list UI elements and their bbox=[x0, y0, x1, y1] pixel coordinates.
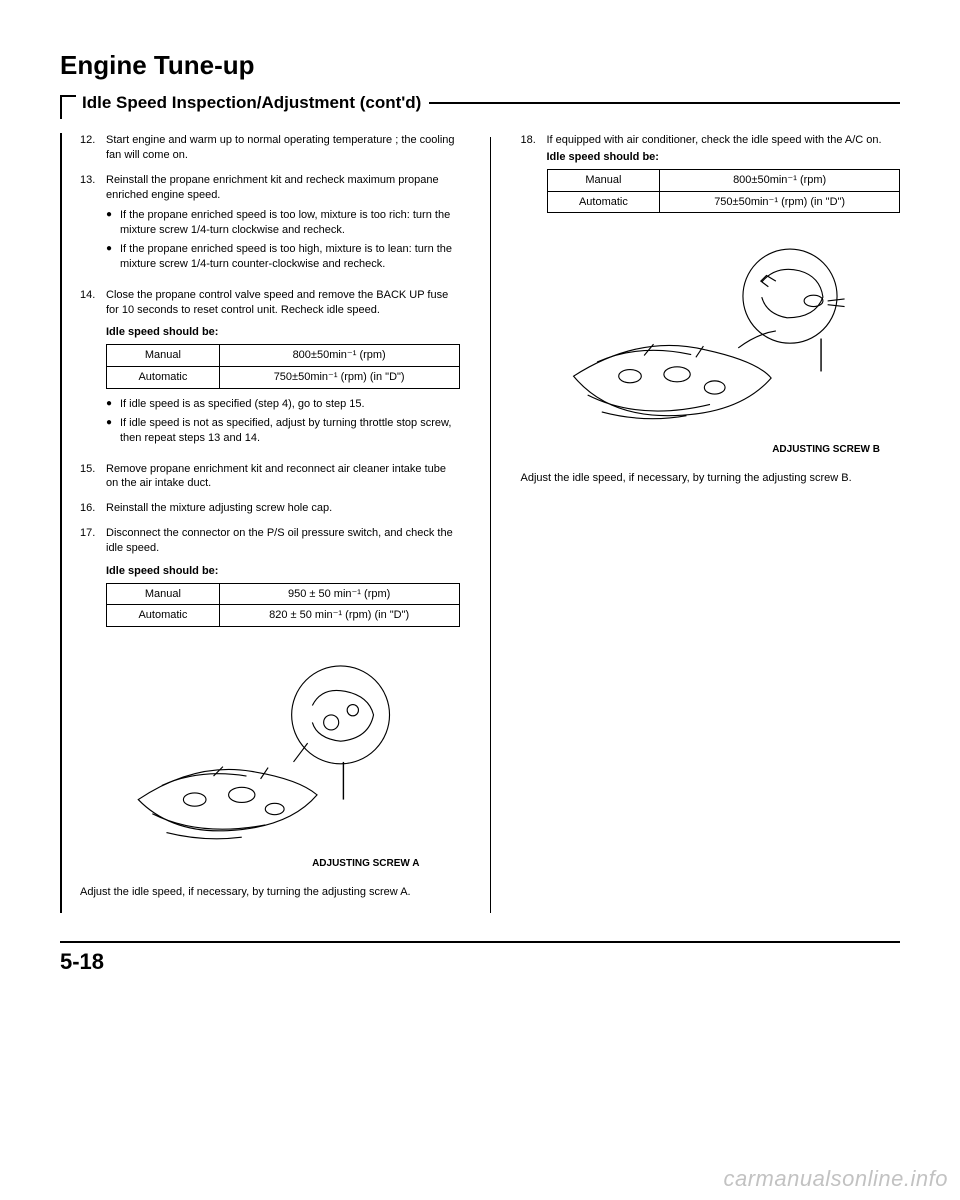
table-row: Manual 800±50min⁻¹ (rpm) bbox=[107, 345, 460, 367]
table-cell: 750±50min⁻¹ (rpm) (in "D") bbox=[660, 191, 900, 213]
footer-rule bbox=[60, 941, 900, 943]
section-rule bbox=[429, 102, 900, 104]
table-cell: 800±50min⁻¹ (rpm) bbox=[219, 345, 459, 367]
table-row: Automatic 750±50min⁻¹ (rpm) (in "D") bbox=[547, 191, 900, 213]
table-cell: Automatic bbox=[107, 605, 220, 627]
step-16: 16. Reinstall the mixture adjusting scre… bbox=[80, 501, 460, 516]
step-number: 15. bbox=[80, 462, 106, 492]
step-number: 13. bbox=[80, 173, 106, 278]
step-text-inner: Reinstall the propane enrichment kit and… bbox=[106, 174, 439, 201]
step-number: 18. bbox=[521, 133, 547, 221]
table-cell: 750±50min⁻¹ (rpm) (in "D") bbox=[219, 367, 459, 389]
carburetor-diagram-b-icon bbox=[550, 235, 870, 442]
page-number: 5-18 bbox=[60, 949, 900, 975]
step-text: Disconnect the connector on the P/S oil … bbox=[106, 526, 460, 635]
figure-caption: Adjust the idle speed, if necessary, by … bbox=[80, 885, 460, 900]
step-text: If equipped with air conditioner, check … bbox=[547, 133, 901, 221]
step-number: 14. bbox=[80, 288, 106, 452]
watermark: carmanualsonline.info bbox=[723, 1166, 948, 1192]
figure-label: ADJUSTING SCREW A bbox=[80, 857, 460, 871]
page-title: Engine Tune-up bbox=[60, 50, 900, 81]
step-text: Close the propane control valve speed an… bbox=[106, 288, 460, 452]
step-text-inner: If equipped with air conditioner, check … bbox=[547, 134, 882, 146]
table-cell: Manual bbox=[107, 345, 220, 367]
idle-speed-label: Idle speed should be: bbox=[547, 150, 901, 165]
step-text: Reinstall the mixture adjusting screw ho… bbox=[106, 501, 460, 516]
step-14: 14. Close the propane control valve spee… bbox=[80, 288, 460, 452]
idle-speed-table-3: Manual 800±50min⁻¹ (rpm) Automatic 750±5… bbox=[547, 169, 901, 214]
table-cell: Manual bbox=[547, 169, 660, 191]
step-text: Start engine and warm up to normal opera… bbox=[106, 133, 460, 163]
bullet-icon: ● bbox=[106, 208, 120, 238]
section-bracket bbox=[60, 95, 76, 119]
section-heading: Idle Speed Inspection/Adjustment (cont'd… bbox=[60, 87, 900, 119]
right-column: 18. If equipped with air conditioner, ch… bbox=[521, 133, 901, 913]
bullet-text: If idle speed is not as specified, adjus… bbox=[120, 416, 460, 446]
table-cell: Automatic bbox=[547, 191, 660, 213]
table-row: Manual 800±50min⁻¹ (rpm) bbox=[547, 169, 900, 191]
bullet-text: If the propane enriched speed is too low… bbox=[120, 208, 460, 238]
table-cell: Automatic bbox=[107, 367, 220, 389]
step-number: 16. bbox=[80, 501, 106, 516]
table-cell: Manual bbox=[107, 583, 220, 605]
content-columns: 12. Start engine and warm up to normal o… bbox=[60, 133, 900, 913]
bullet-icon: ● bbox=[106, 416, 120, 446]
table-cell: 950 ± 50 min⁻¹ (rpm) bbox=[219, 583, 459, 605]
bullet-text: If idle speed is as specified (step 4), … bbox=[120, 397, 365, 412]
bullet-item: ● If the propane enriched speed is too l… bbox=[106, 208, 460, 238]
bullet-text: If the propane enriched speed is too hig… bbox=[120, 242, 460, 272]
table-cell: 820 ± 50 min⁻¹ (rpm) (in "D") bbox=[219, 605, 459, 627]
step-text-inner: Close the propane control valve speed an… bbox=[106, 289, 448, 316]
table-row: Automatic 820 ± 50 min⁻¹ (rpm) (in "D") bbox=[107, 605, 460, 627]
section-title: Idle Speed Inspection/Adjustment (cont'd… bbox=[82, 93, 421, 113]
bullet-list: ● If idle speed is as specified (step 4)… bbox=[106, 397, 460, 446]
step-13: 13. Reinstall the propane enrichment kit… bbox=[80, 173, 460, 278]
bullet-icon: ● bbox=[106, 242, 120, 272]
step-12: 12. Start engine and warm up to normal o… bbox=[80, 133, 460, 163]
step-15: 15. Remove propane enrichment kit and re… bbox=[80, 462, 460, 492]
figure-screw-b: ADJUSTING SCREW B Adjust the idle speed,… bbox=[521, 235, 901, 485]
carburetor-diagram-a-icon bbox=[110, 649, 430, 856]
step-number: 12. bbox=[80, 133, 106, 163]
figure-caption: Adjust the idle speed, if necessary, by … bbox=[521, 471, 901, 486]
bullet-item: ● If idle speed is not as specified, adj… bbox=[106, 416, 460, 446]
figure-screw-a: ADJUSTING SCREW A Adjust the idle speed,… bbox=[80, 649, 460, 899]
table-row: Automatic 750±50min⁻¹ (rpm) (in "D") bbox=[107, 367, 460, 389]
idle-speed-table-1: Manual 800±50min⁻¹ (rpm) Automatic 750±5… bbox=[106, 344, 460, 389]
step-18: 18. If equipped with air conditioner, ch… bbox=[521, 133, 901, 221]
idle-speed-label: Idle speed should be: bbox=[106, 564, 460, 579]
table-row: Manual 950 ± 50 min⁻¹ (rpm) bbox=[107, 583, 460, 605]
table-cell: 800±50min⁻¹ (rpm) bbox=[660, 169, 900, 191]
idle-speed-table-2: Manual 950 ± 50 min⁻¹ (rpm) Automatic 82… bbox=[106, 583, 460, 628]
step-number: 17. bbox=[80, 526, 106, 635]
bullet-list: ● If the propane enriched speed is too l… bbox=[106, 208, 460, 271]
idle-speed-label: Idle speed should be: bbox=[106, 325, 460, 340]
step-text: Reinstall the propane enrichment kit and… bbox=[106, 173, 460, 278]
left-column: 12. Start engine and warm up to normal o… bbox=[80, 133, 460, 913]
step-text: Remove propane enrichment kit and reconn… bbox=[106, 462, 460, 492]
figure-label: ADJUSTING SCREW B bbox=[521, 443, 901, 457]
bullet-item: ● If the propane enriched speed is too h… bbox=[106, 242, 460, 272]
bullet-icon: ● bbox=[106, 397, 120, 412]
column-divider bbox=[490, 137, 491, 913]
step-text-inner: Disconnect the connector on the P/S oil … bbox=[106, 527, 453, 554]
step-17: 17. Disconnect the connector on the P/S … bbox=[80, 526, 460, 635]
bullet-item: ● If idle speed is as specified (step 4)… bbox=[106, 397, 460, 412]
